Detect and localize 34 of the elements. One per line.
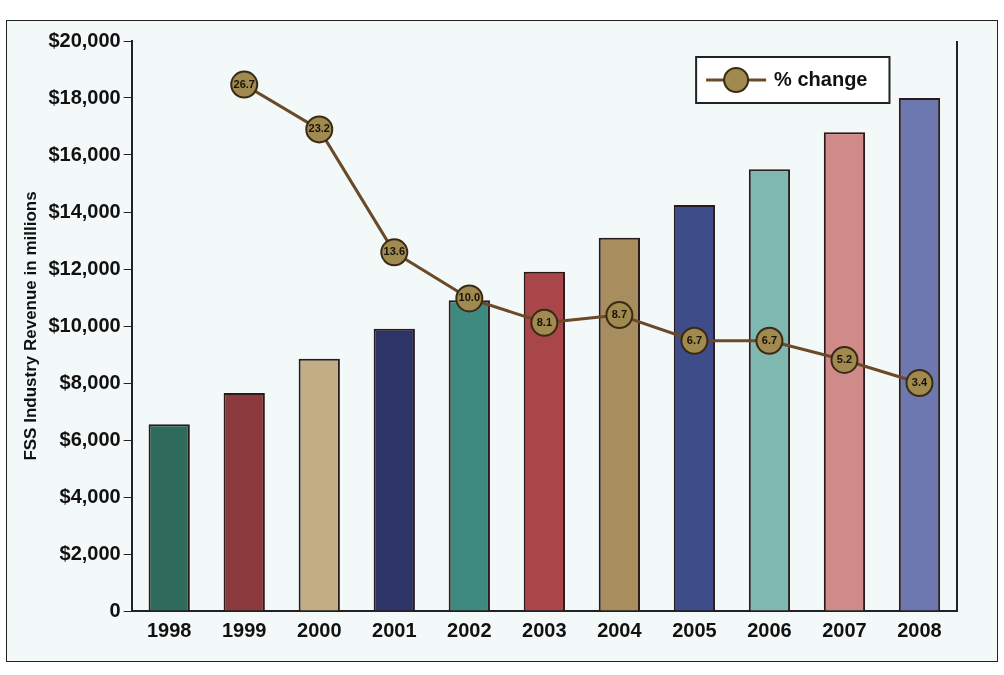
y-axis-title: FSS Industry Revenue in millions	[20, 191, 40, 461]
y-tick-label: $20,000	[48, 28, 121, 51]
y-tick-label: $6,000	[59, 427, 121, 450]
data-label: 5.2	[836, 352, 853, 365]
y-tick-label: $4,000	[59, 484, 121, 507]
data-label: 3.4	[911, 376, 929, 389]
x-tick-label: 2004	[597, 618, 643, 641]
x-tick-label: 2006	[747, 618, 792, 641]
x-tick-label: 1999	[221, 618, 267, 641]
y-tick-label: $16,000	[48, 142, 121, 165]
data-label: 26.7	[233, 77, 255, 90]
y-tick-label: $14,000	[48, 199, 121, 222]
y-tick-label: $12,000	[48, 256, 121, 279]
data-label: 6.7	[686, 333, 703, 346]
x-tick-label: 2001	[372, 618, 417, 641]
legend-label: % change	[774, 67, 868, 90]
data-label: 6.7	[761, 333, 778, 346]
x-tick-label: 2003	[522, 618, 567, 641]
x-tick-label: 2000	[297, 618, 342, 641]
y-tick-label: $8,000	[59, 370, 121, 393]
data-label: 23.2	[308, 122, 330, 135]
y-tick-label: $10,000	[48, 313, 121, 336]
data-label: 8.7	[611, 308, 628, 321]
x-tick-label: 2007	[822, 618, 867, 641]
x-tick-label: 2002	[447, 618, 492, 641]
data-label: 10.0	[458, 291, 481, 304]
x-tick-label: 2008	[897, 618, 942, 641]
data-label: 13.6	[383, 245, 405, 258]
x-tick-label: 1998	[146, 618, 192, 641]
y-tick-label: $2,000	[59, 541, 121, 564]
y-tick-label: 0	[109, 598, 121, 621]
x-tick-label: 2005	[672, 618, 717, 641]
y-tick-label: $18,000	[48, 85, 121, 108]
data-label: 8.1	[536, 315, 552, 328]
